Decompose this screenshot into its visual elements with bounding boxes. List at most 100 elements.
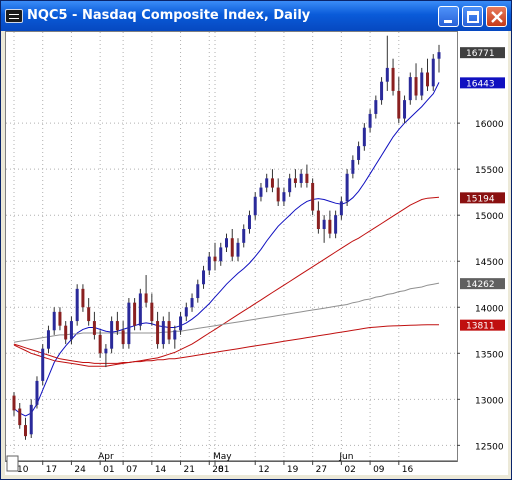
maximize-icon xyxy=(467,11,479,23)
minimize-button[interactable] xyxy=(438,6,459,27)
y-tick-label: 15500 xyxy=(475,166,504,176)
candle xyxy=(41,344,45,386)
candle xyxy=(414,63,418,101)
candle-body xyxy=(138,293,142,326)
candle-body xyxy=(385,67,389,82)
candle xyxy=(98,330,102,358)
candle-body xyxy=(18,408,22,426)
close-button[interactable] xyxy=(486,6,507,27)
candle xyxy=(230,229,234,262)
candle-body xyxy=(87,307,91,322)
minimize-icon xyxy=(444,20,452,23)
candle-body xyxy=(75,288,79,322)
price-tag-label: 15194 xyxy=(466,194,495,204)
candle xyxy=(391,58,395,96)
candle xyxy=(138,288,142,331)
candle xyxy=(207,252,211,276)
x-tick-label: 17 xyxy=(46,465,57,475)
candle-body xyxy=(110,321,114,349)
candle xyxy=(242,224,246,248)
price-tag-ma-short: 16443 xyxy=(460,77,505,89)
candle-body xyxy=(311,182,315,211)
candle-body xyxy=(207,256,211,271)
candle-body xyxy=(374,100,378,114)
candle xyxy=(368,109,372,133)
y-tick-label: 14000 xyxy=(475,304,504,314)
candle xyxy=(334,210,338,239)
candle-body xyxy=(259,187,263,197)
x-month-label: May xyxy=(213,452,232,462)
candle-body xyxy=(437,52,441,59)
candle xyxy=(265,173,269,193)
candle xyxy=(316,201,320,234)
candle-body xyxy=(299,173,303,183)
candle xyxy=(351,155,355,179)
candle-body xyxy=(328,219,332,234)
candle-body xyxy=(288,178,292,193)
candle xyxy=(374,95,378,119)
candle-body xyxy=(305,173,309,183)
candle xyxy=(58,307,62,331)
chart-area[interactable]: 12500 13000 13500 14000 14500 15000 15500 16000… xyxy=(5,31,508,475)
candle xyxy=(75,284,79,326)
candle-body xyxy=(403,100,407,119)
candle-body xyxy=(236,242,240,257)
candle xyxy=(167,311,171,345)
candle-body xyxy=(362,127,366,147)
window-title: NQC5 - Nasdaq Composite Index, Daily xyxy=(27,8,311,23)
y-tick-label: 13000 xyxy=(475,396,504,406)
candle-body xyxy=(230,238,234,257)
x-tick-label: 02 xyxy=(344,465,355,475)
x-tick-label: 07 xyxy=(126,465,137,475)
x-tick-label: 10 xyxy=(17,465,29,475)
candle xyxy=(247,210,251,234)
candle xyxy=(127,298,131,349)
x-tick-label: 01 xyxy=(103,465,114,475)
x-tick-label: 12 xyxy=(258,465,269,475)
candle xyxy=(150,293,154,326)
maximize-button[interactable] xyxy=(462,6,483,27)
candle xyxy=(35,376,39,409)
title-bar[interactable]: NQC5 - Nasdaq Composite Index, Daily xyxy=(1,1,511,31)
candle-body xyxy=(115,321,119,331)
candle xyxy=(362,123,366,151)
price-tag-label: 16771 xyxy=(466,49,495,59)
price-tag-label: 13811 xyxy=(466,322,495,332)
candle-body xyxy=(173,330,177,340)
candle-body xyxy=(202,270,206,285)
candle xyxy=(184,302,188,322)
price-chart[interactable]: 12500 13000 13500 14000 14500 15000 15500 16000… xyxy=(5,31,508,475)
candle-body xyxy=(391,67,395,91)
candle xyxy=(23,417,27,440)
ma-long-line xyxy=(13,282,440,343)
candle-body xyxy=(282,192,286,202)
candle xyxy=(92,311,96,340)
candle xyxy=(385,35,389,91)
ma-short-line xyxy=(13,82,440,417)
candle-body xyxy=(58,311,62,326)
candle xyxy=(121,321,125,349)
candle xyxy=(156,311,160,349)
candle xyxy=(115,311,119,335)
candle xyxy=(408,72,412,105)
candle xyxy=(328,210,332,239)
y-tick-label: 16000 xyxy=(475,120,504,130)
price-tag-ma-mid: 15194 xyxy=(460,192,505,204)
scroll-handle[interactable] xyxy=(6,455,19,472)
candle xyxy=(161,316,165,349)
candle-body xyxy=(225,238,228,248)
candle xyxy=(202,265,206,289)
x-tick-label: 27 xyxy=(316,465,327,475)
x-month-label: Jun xyxy=(338,452,353,462)
candle xyxy=(322,215,326,243)
price-tag-label: 14262 xyxy=(466,280,495,290)
candle xyxy=(397,77,401,124)
candle-body xyxy=(184,307,188,317)
candle xyxy=(299,169,303,188)
x-tick-label: 28 xyxy=(212,465,224,475)
moving-averages xyxy=(13,82,440,417)
candle-body xyxy=(357,146,361,160)
candle-body xyxy=(161,321,165,345)
candle xyxy=(64,321,68,345)
candle-body xyxy=(397,90,401,119)
